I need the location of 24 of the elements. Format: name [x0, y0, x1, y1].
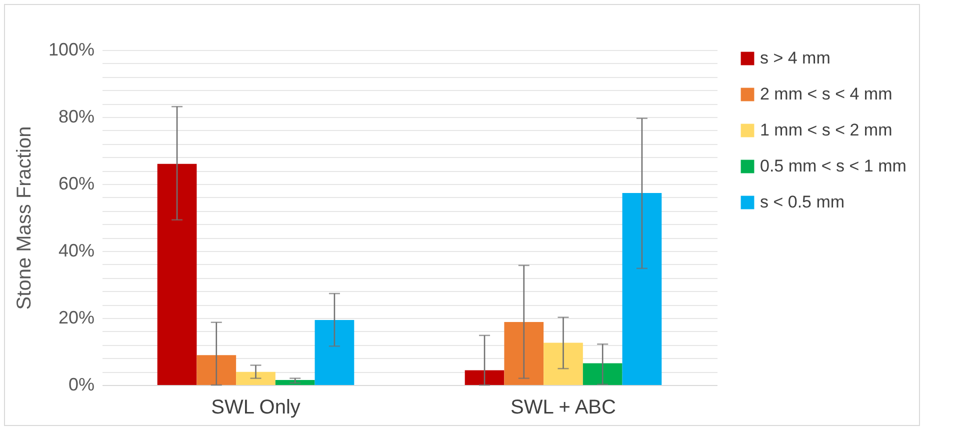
bar — [582, 363, 622, 385]
bar — [544, 342, 583, 385]
bar — [464, 370, 504, 385]
x-tick-label: SWL + ABC — [510, 396, 616, 418]
y-tick-label: 100% — [48, 40, 94, 60]
bar — [314, 320, 354, 385]
y-tick-label: 0% — [68, 374, 94, 394]
legend-label: 1 mm < s < 2 mm — [760, 120, 892, 140]
legend-label: s < 0.5 mm — [760, 192, 845, 212]
y-tick-label: 60% — [58, 174, 94, 194]
y-tick-label: 40% — [58, 240, 94, 260]
x-tick-label: SWL Only — [211, 396, 300, 418]
y-axis-title: Stone Mass Fraction — [13, 126, 36, 310]
y-tick-label: 80% — [58, 106, 94, 126]
y-tick-label: 20% — [58, 308, 94, 328]
bar — [196, 355, 236, 385]
legend-label: s > 4 mm — [760, 48, 830, 68]
bar — [275, 380, 315, 385]
bar — [157, 164, 197, 385]
legend-label: 0.5 mm < s < 1 mm — [760, 156, 906, 176]
bar — [504, 322, 544, 385]
bar — [622, 193, 662, 385]
bar — [236, 372, 276, 385]
legend-label: 2 mm < s < 4 mm — [760, 84, 892, 104]
